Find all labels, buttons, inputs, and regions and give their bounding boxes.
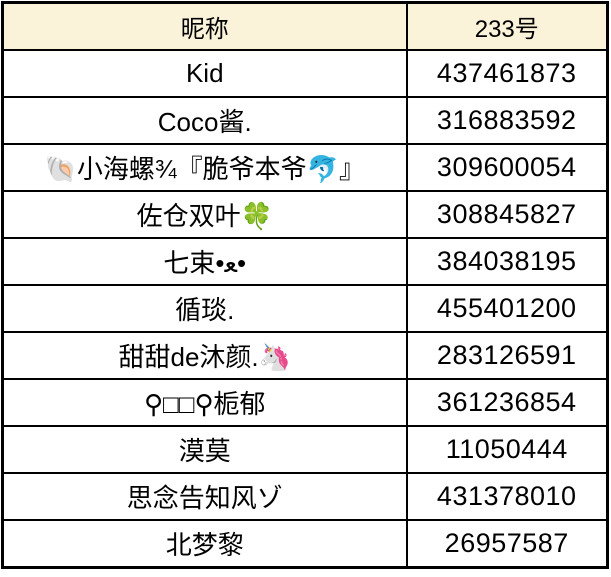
nickname-cell: 甜甜de沐颜.🦄 [1,331,408,380]
number-cell: 308845827 [405,190,609,239]
column-header-number: 233号 [405,1,609,51]
nickname-cell: 循琰. [1,284,408,333]
table-row: 循琰. 455401200 [1,284,609,333]
number-cell: 316883592 [405,96,609,145]
number-cell: 26957587 [405,519,609,569]
nickname-cell: 漠莫 [1,425,408,474]
table-row: ⚲□□⚲栀郁 361236854 [1,378,609,427]
number-cell: 437461873 [405,49,609,98]
table-row: Kid 437461873 [1,49,609,98]
table-row: 佐仓双叶🍀 308845827 [1,190,609,239]
column-header-nickname: 昵称 [1,1,408,51]
nickname-cell: 思念告知风ゾ [1,472,408,521]
nickname-cell: ⚲□□⚲栀郁 [1,378,408,427]
roster-table: 昵称 233号 Kid 437461873 Coco酱. 316883592 🐚… [1,1,609,569]
table-row: Coco酱. 316883592 [1,96,609,145]
number-cell: 309600054 [405,143,609,192]
number-cell: 361236854 [405,378,609,427]
number-cell: 384038195 [405,237,609,286]
header-row: 昵称 233号 [1,1,609,51]
nickname-cell: 🐚小海螺¾『脆爷本爷🐬』 [1,143,408,192]
nickname-cell: 七束•ﻌ• [1,237,408,286]
table-row: 七束•ﻌ• 384038195 [1,237,609,286]
number-cell: 455401200 [405,284,609,333]
number-cell: 11050444 [405,425,609,474]
nickname-cell: Kid [1,49,408,98]
table-row: 思念告知风ゾ 431378010 [1,472,609,521]
number-cell: 431378010 [405,472,609,521]
nickname-cell: Coco酱. [1,96,408,145]
table-row: 漠莫 11050444 [1,425,609,474]
table-row: 甜甜de沐颜.🦄 283126591 [1,331,609,380]
nickname-cell: 佐仓双叶🍀 [1,190,408,239]
nickname-cell: 北梦黎 [1,519,408,569]
table-row: 🐚小海螺¾『脆爷本爷🐬』 309600054 [1,143,609,192]
number-cell: 283126591 [405,331,609,380]
table-row: 北梦黎 26957587 [1,519,609,569]
